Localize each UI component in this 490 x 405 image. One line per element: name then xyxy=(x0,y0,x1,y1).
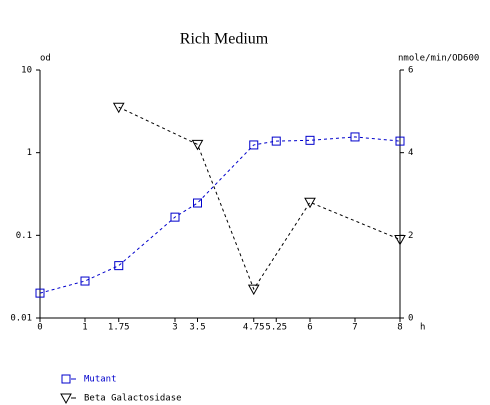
y-tick-label: 0.01 xyxy=(10,314,32,324)
legend-marker xyxy=(60,393,72,405)
y-tick-label: 1 xyxy=(27,148,32,158)
x-tick-label: 3 xyxy=(172,323,177,333)
x-tick-label: 0 xyxy=(37,323,42,333)
marker xyxy=(395,136,405,146)
x-axis-label: h xyxy=(420,323,425,333)
legend-marker xyxy=(61,374,71,384)
x-tick-label: 1 xyxy=(82,323,87,333)
x-tick-label: 8 xyxy=(397,323,402,333)
y-tick-label: 0.1 xyxy=(16,231,32,241)
x-tick-label: 1.75 xyxy=(108,323,130,333)
legend-label: Mutant xyxy=(84,375,117,385)
marker xyxy=(112,102,125,114)
x-tick-label: 4.75 xyxy=(243,323,265,333)
marker xyxy=(305,135,315,145)
series-line xyxy=(118,106,401,291)
x-tick-label: 7 xyxy=(352,323,357,333)
series-line xyxy=(39,136,401,294)
marker xyxy=(249,140,259,150)
marker xyxy=(350,132,360,142)
y2-tick-label: 6 xyxy=(408,66,413,76)
marker xyxy=(394,234,406,246)
y2-tick-label: 0 xyxy=(408,314,413,324)
marker xyxy=(304,197,316,209)
y-tick-label: 10 xyxy=(21,66,32,76)
marker xyxy=(114,261,124,271)
x-tick-label: 3.5 xyxy=(189,323,205,333)
marker xyxy=(80,276,90,286)
x-tick-label: 6 xyxy=(307,323,312,333)
marker xyxy=(193,198,202,208)
y2-tick-label: 2 xyxy=(408,231,413,241)
marker xyxy=(247,284,260,296)
x-tick-label: 5.25 xyxy=(265,323,287,333)
y2-tick-label: 4 xyxy=(408,148,413,158)
chart-title: Rich Medium xyxy=(180,31,269,48)
y-axis-label: od xyxy=(40,54,51,64)
marker xyxy=(35,288,45,298)
legend-label: Beta Galactosidase xyxy=(84,394,182,404)
marker xyxy=(271,136,281,146)
marker xyxy=(191,139,204,151)
y2-axis-label: nmole/min/OD600 xyxy=(398,54,479,64)
marker xyxy=(170,212,180,222)
